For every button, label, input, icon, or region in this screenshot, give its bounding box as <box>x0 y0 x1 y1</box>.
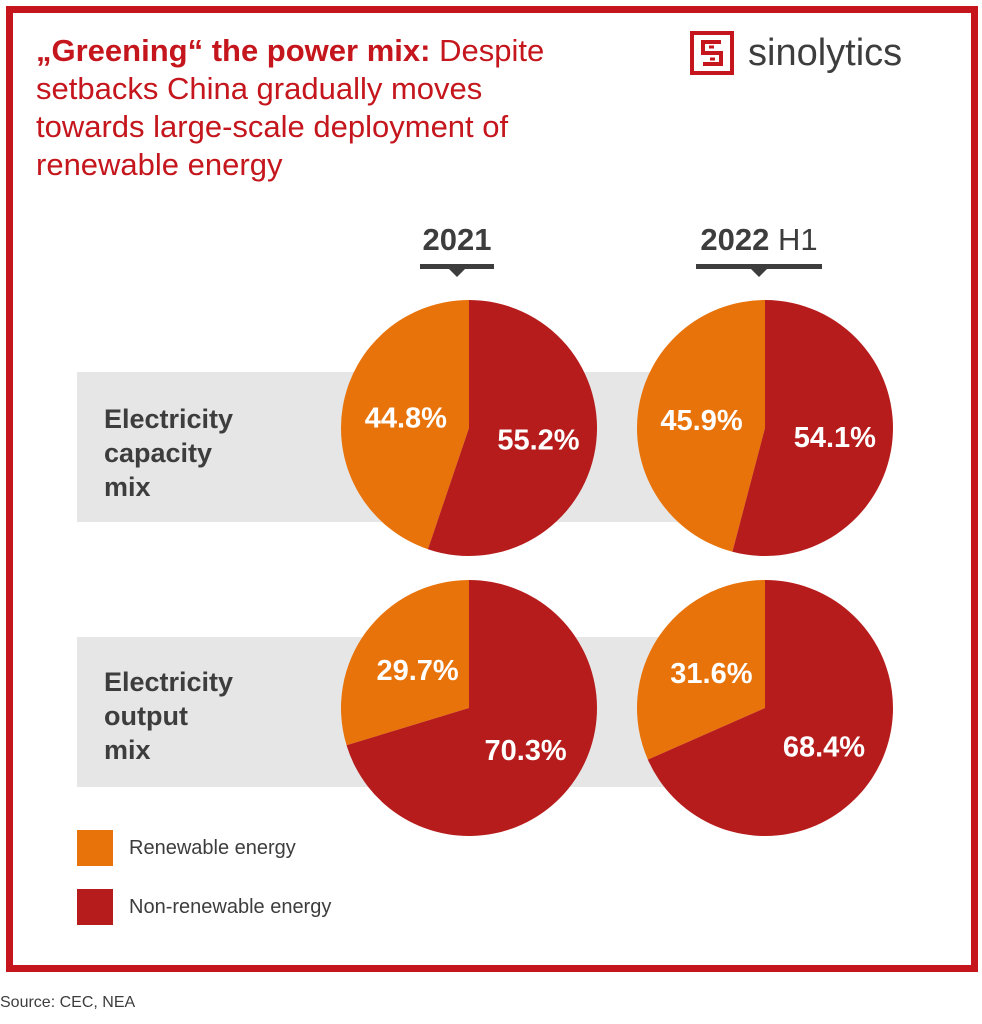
brand-name: sinolytics <box>748 31 903 74</box>
brand-logo: sinolytics <box>690 28 902 78</box>
pie-label-non-renewable: 54.1% <box>794 422 876 454</box>
headline: „Greening“ the power mix: Despite setbac… <box>36 32 596 184</box>
headline-rest: Despite setbacks China gradually moves t… <box>36 33 545 182</box>
column-header-2021: 2021 <box>420 222 494 277</box>
pie-slice-non-renewable <box>346 580 597 836</box>
column-suffix: H1 <box>769 222 818 257</box>
row-label-output: Electricity output mix <box>104 667 234 765</box>
column-year: 2021 <box>422 222 492 257</box>
legend-item-non-renewable: Non-renewable energy <box>77 889 331 925</box>
pie-slice-renewable <box>637 580 765 760</box>
pie-label-renewable: 45.9% <box>660 405 742 437</box>
legend-label-renewable: Renewable energy <box>129 836 296 859</box>
headline-bold: „Greening“ the power mix: <box>36 33 431 68</box>
legend-swatch-non-renewable <box>77 889 113 925</box>
pie-label-renewable: 31.6% <box>670 658 752 690</box>
pie-slice-non-renewable <box>427 300 598 556</box>
pie-label-non-renewable: 55.2% <box>497 424 579 456</box>
header-arrow-icon <box>750 268 768 277</box>
row-label-capacity: Electricity capacity mix <box>104 404 234 502</box>
pie-slice-renewable <box>637 300 765 552</box>
header-arrow-icon <box>448 268 466 277</box>
pie-label-non-renewable: 70.3% <box>484 735 566 767</box>
legend-item-renewable: Renewable energy <box>77 830 296 866</box>
header-underline <box>696 264 822 269</box>
source-note: Source: CEC, NEA <box>0 994 136 1011</box>
pie-label-renewable: 44.8% <box>365 403 447 435</box>
pie-slice-non-renewable <box>732 300 893 556</box>
pie-slice-renewable <box>341 300 469 550</box>
column-header-2022-h1: 2022 H1 <box>696 222 822 277</box>
pie-slice-renewable <box>341 580 469 746</box>
sinolytics-logo-icon <box>690 31 734 75</box>
pie-output-2022-h1: 31.6% 68.4% <box>637 580 893 836</box>
pie-label-renewable: 29.7% <box>376 655 458 687</box>
legend-swatch-renewable <box>77 830 113 866</box>
pie-slice-non-renewable <box>647 580 893 836</box>
pie-capacity-2021: 44.8% 55.2% <box>341 300 598 556</box>
column-year: 2022 <box>700 222 770 257</box>
header-underline <box>420 264 494 269</box>
pie-output-2021: 29.7% 70.3% <box>341 580 597 836</box>
pie-label-non-renewable: 68.4% <box>783 731 865 763</box>
legend-label-non-renewable: Non-renewable energy <box>129 895 332 918</box>
pie-capacity-2022-h1: 45.9% 54.1% <box>637 300 893 556</box>
